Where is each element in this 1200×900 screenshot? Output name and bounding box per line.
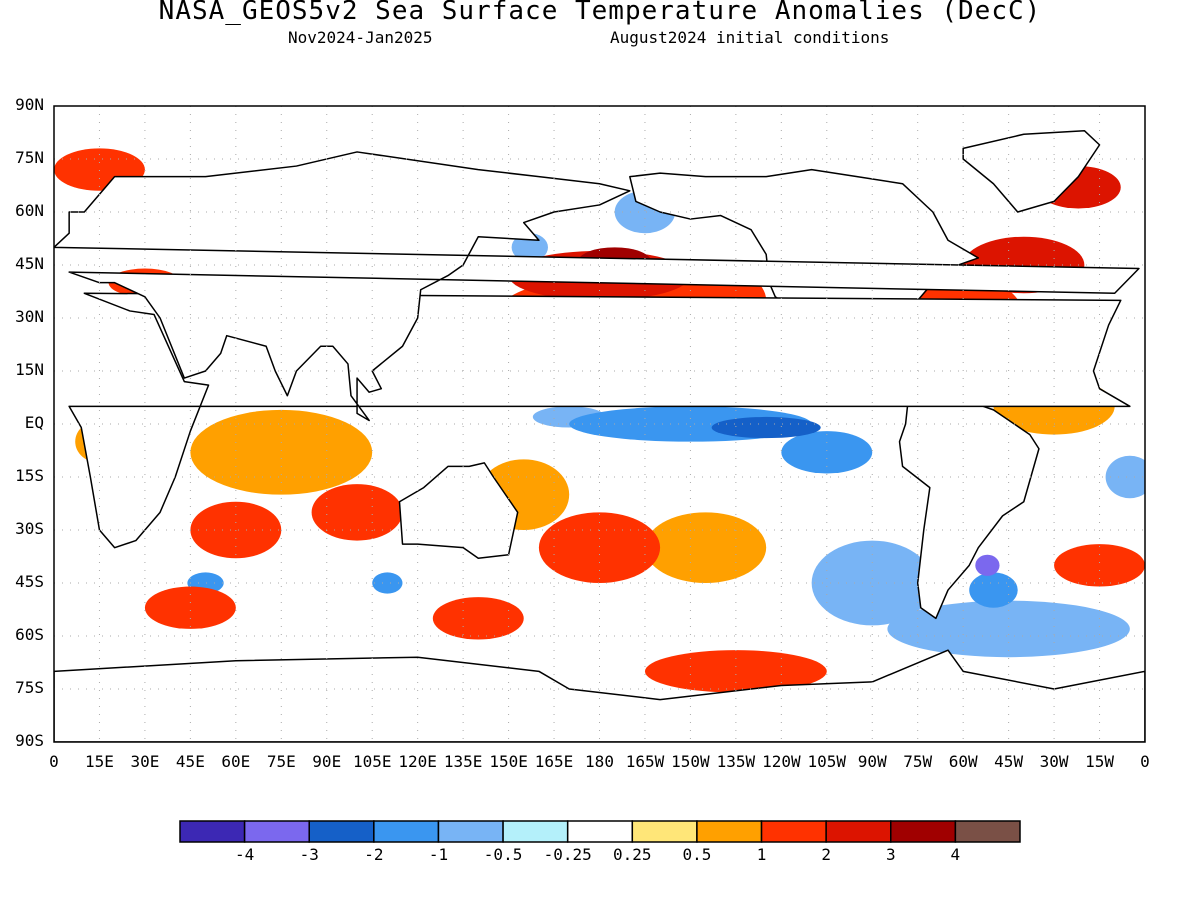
lat-tick-label: 45N (15, 254, 44, 273)
lon-tick-label: 75E (266, 752, 296, 771)
initial-conditions: August2024 initial conditions (610, 28, 890, 47)
lat-tick-label: 15S (15, 466, 44, 485)
lat-tick-label: 60S (15, 625, 44, 644)
anomaly-region-29 (432, 597, 524, 640)
colorbar-tick-label: -2 (364, 845, 384, 864)
colorbar-tick-label: -0.25 (543, 845, 592, 864)
lon-tick-label: 60W (948, 752, 978, 771)
colorbar-tick-label: -0.5 (483, 845, 523, 864)
lat-tick-label: 15N (15, 360, 44, 379)
anomaly-region-26 (311, 484, 403, 541)
colorbar-swatch-1 (243, 820, 310, 843)
lon-tick-label: 30W (1039, 752, 1069, 771)
anomaly-region-7 (969, 572, 1018, 608)
anomaly-region-1 (711, 416, 821, 439)
lon-tick-label: 45W (994, 752, 1024, 771)
land-masses (54, 129, 1145, 742)
lon-tick-label: 165E (534, 752, 574, 771)
colorbar-swatch-6 (566, 820, 634, 843)
anomaly-region-2 (781, 431, 873, 474)
land-africa (68, 292, 1131, 549)
lon-tick-label: 165W (625, 752, 665, 771)
colorbar-swatch-3 (373, 820, 440, 843)
lat-tick-label: 45S (15, 572, 44, 591)
colorbar-swatch-2 (308, 820, 375, 843)
forecast-period: Nov2024-Jan2025 (288, 28, 433, 47)
anomaly-region-13 (1105, 455, 1145, 499)
anomaly-region-9 (372, 572, 403, 594)
colorbar-tick-label: 3 (885, 845, 896, 864)
colorbar-swatch-0 (179, 820, 246, 843)
lat-tick-label: 90N (15, 95, 44, 114)
anomaly-region-5 (887, 600, 1130, 658)
colorbar-swatch-5 (502, 820, 569, 843)
colorbar-tick-label: 4 (950, 845, 961, 864)
anomaly-region-25 (190, 409, 373, 495)
land-eurasia (54, 151, 1140, 422)
colorbar-swatch-10 (825, 820, 892, 843)
map-frame (53, 105, 1146, 743)
land-australia (398, 462, 519, 560)
colorbar-swatch-12 (954, 820, 1021, 843)
colorbar-swatch-4 (437, 820, 504, 843)
lon-tick-label: 90W (857, 752, 887, 771)
lat-tick-label: 90S (15, 731, 44, 750)
lon-tick-label: 150W (671, 752, 710, 771)
lon-tick-label: 105W (807, 752, 847, 771)
lon-tick-label: 90E (312, 752, 342, 771)
colorbar-swatch-7 (631, 820, 698, 843)
lon-tick-label: 120W (762, 752, 801, 771)
lon-tick-label: 150E (489, 752, 528, 771)
lon-tick-label: 45E (175, 752, 205, 771)
lon-tick-label: 0 (49, 752, 59, 771)
lat-tick-label: EQ (24, 413, 44, 432)
lon-tick-label: 135E (443, 752, 483, 771)
lon-tick-label: 60E (221, 752, 251, 771)
land-south-america (898, 384, 1040, 620)
lon-tick-label: 15E (85, 752, 114, 771)
lon-tick-label: 0 (1140, 752, 1150, 771)
anomaly-region-6 (975, 554, 1000, 576)
colorbar (179, 820, 1021, 843)
lon-tick-label: 105E (352, 752, 392, 771)
colorbar-tick-label: -4 (234, 845, 255, 864)
colorbar-tick-label: -1 (428, 845, 449, 864)
lat-tick-label: 30N (15, 307, 44, 326)
lon-tick-label: 15W (1085, 752, 1114, 771)
lat-tick-label: 30S (15, 519, 44, 538)
land-antarctica (54, 649, 1145, 742)
lon-tick-label: 180 (585, 752, 614, 771)
lon-tick-label: 120E (398, 752, 437, 771)
colorbar-tick-label: 0.5 (682, 845, 712, 864)
anomaly-region-14 (644, 650, 827, 693)
colorbar-tick-label: -3 (299, 845, 319, 864)
colorbar-swatch-9 (760, 820, 827, 843)
colorbar-tick-label: 1 (756, 845, 767, 864)
land-greenland (962, 129, 1101, 213)
anomaly-region-31 (644, 512, 767, 584)
colorbar-swatch-11 (890, 820, 957, 843)
colorbar-tick-label: 2 (821, 845, 831, 864)
anomaly-region-30 (538, 512, 661, 584)
lon-tick-label: 135W (716, 752, 756, 771)
anomaly-region-28 (144, 586, 236, 629)
anomaly-region-4 (811, 540, 933, 626)
lat-tick-label: 75S (15, 678, 44, 697)
lon-tick-label: 75W (903, 752, 933, 771)
colorbar-tick-label: 0.25 (613, 845, 652, 864)
anomaly-region-34 (1054, 544, 1145, 587)
lon-tick-label: 30E (130, 752, 160, 771)
colorbar-swatch-8 (696, 820, 763, 843)
lat-tick-label: 75N (15, 148, 44, 167)
lat-tick-label: 60N (15, 201, 44, 220)
figure-title: NASA_GEOS5v2 Sea Surface Temperature Ano… (158, 0, 1042, 26)
